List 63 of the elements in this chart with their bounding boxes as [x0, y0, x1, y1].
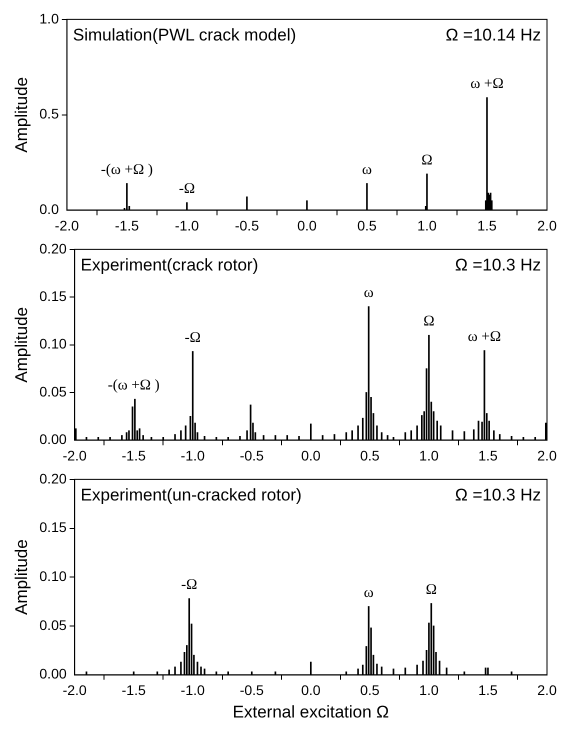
x-tick-label: 2.0: [537, 447, 557, 464]
x-tick-label: -2.0: [62, 682, 87, 698]
annotation: -(ω +Ω ): [100, 162, 153, 178]
x-tick-label: -1.5: [122, 447, 146, 464]
y-tick-label: 0.5: [39, 106, 60, 122]
x-tick-label: 0.0: [297, 217, 317, 234]
y-axis-title: Amplitude: [12, 539, 31, 615]
y-tick-label: 0.15: [39, 519, 67, 536]
annotation: Ω: [426, 582, 437, 598]
y-tick-label: 0.0: [39, 201, 60, 218]
x-tick-label: 0.5: [360, 682, 380, 698]
chart-title: Experiment(un-cracked rotor): [80, 486, 302, 505]
y-tick-label: 0.05: [39, 616, 67, 633]
y-tick-label: 0.00: [39, 431, 67, 448]
chart-title: Simulation(PWL crack model): [72, 26, 296, 45]
x-tick-label: -2.0: [62, 447, 87, 464]
annotation: ω +Ω: [468, 328, 502, 345]
x-tick-label: 0.0: [301, 447, 321, 464]
annotation: ω: [364, 584, 374, 601]
x-tick-label: 0.5: [360, 447, 380, 464]
x-tick-label: -1.0: [180, 447, 206, 464]
chart-title: Experiment(crack rotor): [80, 256, 258, 275]
x-tick-label: -1.5: [114, 217, 140, 234]
y-tick-label: 1.0: [39, 10, 60, 26]
x-tick-label: 1.0: [419, 447, 439, 464]
x-tick-label: 2.0: [537, 217, 557, 234]
y-tick-label: 0.05: [39, 383, 67, 400]
y-tick-label: 0.10: [39, 568, 67, 584]
y-tick-label: 0.20: [39, 240, 67, 256]
x-tick-label: -0.5: [240, 447, 264, 464]
x-tick-label: 0.5: [357, 217, 377, 234]
chart-subtitle: Ω =10.3 Hz: [455, 486, 541, 505]
x-tick-label: -1.0: [180, 682, 206, 698]
annotation: -Ω: [184, 330, 201, 346]
annotation: Ω: [421, 152, 433, 168]
annotation: ω +Ω: [470, 76, 504, 92]
x-tick-label: 2.0: [537, 682, 557, 698]
x-tick-label: -0.5: [240, 682, 264, 698]
annotation: ω: [364, 285, 374, 302]
x-tick-label: -2.0: [54, 217, 80, 234]
annotation: -Ω: [181, 577, 198, 594]
y-tick-label: 0.00: [39, 666, 67, 682]
x-tick-label: 1.5: [478, 682, 498, 698]
annotation: -Ω: [178, 181, 195, 198]
x-tick-label: 0.0: [301, 682, 321, 698]
y-tick-label: 0.15: [39, 288, 67, 304]
annotation: Ω: [423, 314, 434, 330]
y-tick-label: 0.10: [39, 336, 67, 352]
x-axis-title: External excitation Ω: [232, 702, 389, 722]
x-tick-label: -0.5: [234, 217, 260, 234]
x-tick-label: -1.0: [174, 217, 200, 234]
y-axis-title: Amplitude: [12, 306, 31, 383]
annotation: ω: [362, 162, 372, 178]
chart-subtitle: Ω =10.3 Hz: [455, 256, 541, 275]
annotation: -(ω +Ω ): [108, 378, 160, 394]
x-tick-label: 1.0: [419, 682, 439, 698]
x-tick-label: 1.5: [477, 217, 497, 234]
chart-subtitle: Ω =10.14 Hz: [446, 26, 541, 45]
y-axis-title: Amplitude: [12, 76, 31, 153]
x-tick-label: 1.5: [478, 447, 498, 464]
x-tick-label: 1.0: [417, 217, 437, 234]
x-tick-label: -1.5: [122, 682, 146, 698]
y-tick-label: 0.20: [39, 470, 67, 486]
